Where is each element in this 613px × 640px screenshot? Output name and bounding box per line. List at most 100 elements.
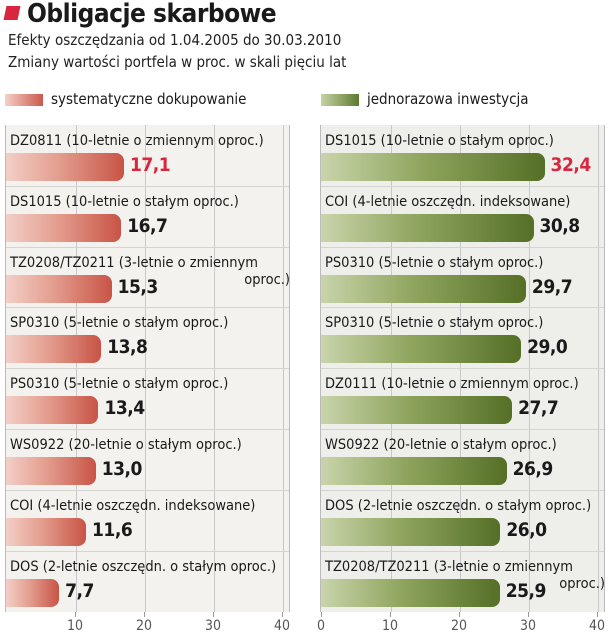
bar-right [321, 457, 507, 485]
category-label: TZ0208/TZ0211 (3-letnie o zmiennym oproc.… [10, 255, 290, 289]
data-label-right: 26,9 [512, 458, 554, 480]
category-label-line: WS0922 (20-letnie o stałym oproc.) [325, 437, 557, 453]
tick-mark-left [282, 612, 283, 617]
row-separator [6, 307, 289, 309]
category-label-line: DS1015 (10-letnie o stałym oproc.) [10, 193, 239, 210]
data-label-left: 11,6 [92, 518, 133, 541]
category-label-line: DOS (2-letnie oszczędn. o stałym oproc.) [10, 558, 277, 575]
bar-left [6, 153, 124, 181]
bar-right [321, 213, 534, 242]
bar-left [6, 457, 96, 485]
data-label-left: 13,8 [107, 336, 148, 359]
legend-label-right: jednorazowa inwestycja [367, 90, 529, 108]
data-label-right: 29,0 [527, 336, 568, 359]
data-label-right: 30,8 [539, 214, 581, 237]
bar-left [6, 396, 99, 425]
tick-mark-right [528, 612, 529, 617]
category-label-line: DS1015 (10-letnie o stałym oproc.) [325, 133, 554, 149]
tick-label-left: 30 [204, 618, 222, 634]
left-chart-panel [5, 125, 290, 612]
tick-label-right: 40 [588, 618, 606, 634]
category-label-line: TZ0208/TZ0211 (3-letnie o zmiennym [10, 254, 258, 271]
category-label-line: COI (4-letnie oszczędn. indeksowane) [325, 193, 571, 210]
bar-left [6, 335, 102, 364]
tick-mark-left [144, 612, 145, 617]
tick-mark-right [459, 612, 460, 617]
row-separator [6, 185, 289, 187]
bar-left [6, 213, 122, 242]
tick-mark-right [390, 612, 391, 617]
tick-label-right: 0 [316, 618, 326, 634]
category-label: PS0310 (5-letnie o stałym oproc.) [10, 376, 228, 393]
category-label: COI (4-letnie oszczędn. indeksowane) [325, 194, 570, 211]
chart-subtitle: Efekty oszczędzania od 1.04.2005 do 30.0… [8, 31, 342, 49]
category-label: SP0310 (5-letnie o stałym oproc.) [10, 315, 228, 332]
category-label: DS1015 (10-letnie o stałym oproc.) [10, 194, 239, 211]
bar-right [321, 517, 501, 546]
category-label-line: COI (4-letnie oszczędn. indeksowane) [10, 497, 256, 514]
chart-title: Obligacje skarbowe [27, 0, 277, 29]
bar-left [6, 517, 87, 546]
row-separator [6, 489, 289, 491]
category-label-line: TZ0208/TZ0211 (3-letnie o zmiennym [325, 558, 573, 575]
row-separator [321, 550, 604, 552]
row-separator [6, 368, 289, 370]
row-separator [6, 550, 289, 552]
category-label: TZ0208/TZ0211 (3-letnie o zmiennym oproc.… [325, 559, 605, 593]
tick-label-left: 20 [135, 618, 153, 634]
data-label-right: 26,0 [506, 518, 547, 541]
data-label-right: 25,9 [505, 579, 547, 602]
data-label-left: 13,4 [104, 397, 145, 420]
tick-label-right: 30 [519, 618, 537, 634]
category-label: WS0922 (20-letnie o stałym oproc.) [325, 437, 557, 454]
category-label: WS0922 (20-letnie o stałym oproc.) [10, 437, 242, 454]
data-label-left: 7,7 [65, 579, 94, 602]
category-label: DZ0111 (10-letnie o zmiennym oproc.) [325, 376, 579, 393]
bar-right [321, 396, 513, 425]
tick-label-right: 10 [381, 618, 399, 634]
tick-mark-left [75, 612, 76, 617]
tick-mark-right [321, 612, 322, 617]
data-label-left: 17,1 [129, 154, 171, 176]
category-label: DOS (2-letnie oszczędn. o stałym oproc.) [10, 559, 276, 576]
category-label: DZ0811 (10-letnie o zmiennym oproc.) [10, 133, 264, 150]
row-separator [321, 246, 604, 248]
row-separator [321, 185, 604, 187]
category-label: DS1015 (10-letnie o stałym oproc.) [325, 133, 554, 150]
category-label-line: SP0310 (5-letnie o stałym oproc.) [10, 315, 229, 332]
bar-right [321, 274, 526, 303]
tick-label-right: 20 [450, 618, 468, 634]
category-label-line: oproc.) [244, 271, 290, 288]
data-label-right: 32,4 [550, 154, 592, 176]
data-label-left: 15,3 [117, 275, 159, 298]
tick-mark-left [213, 612, 214, 617]
bar-left [6, 578, 60, 607]
bar-right [321, 578, 500, 607]
row-separator [321, 307, 604, 309]
category-label: SP0310 (5-letnie o stałym oproc.) [325, 315, 543, 332]
row-separator [6, 429, 289, 430]
row-separator [321, 368, 604, 370]
category-label: PS0310 (5-letnie o stałym oproc.) [325, 255, 543, 272]
row-separator [6, 246, 289, 248]
category-label-line: DZ0811 (10-letnie o zmiennym oproc.) [10, 133, 264, 149]
category-label: DOS (2-letnie oszczędn. o stałym oproc.) [325, 498, 591, 515]
category-label-line: oproc.) [559, 575, 605, 592]
row-separator [321, 429, 604, 430]
category-label-line: PS0310 (5-letnie o stałym oproc.) [325, 254, 544, 271]
data-label-left: 13,0 [101, 458, 143, 480]
legend-swatch-red [5, 94, 43, 106]
category-label-line: PS0310 (5-letnie o stałym oproc.) [10, 376, 229, 393]
legend-swatch-green [321, 94, 359, 106]
data-label-left: 16,7 [127, 214, 168, 237]
legend-label-left: systematyczne dokupowanie [51, 90, 247, 108]
title-marker [3, 6, 21, 20]
category-label-line: SP0310 (5-letnie o stałym oproc.) [325, 315, 544, 332]
data-label-right: 29,7 [531, 275, 573, 298]
tick-mark-right [597, 612, 598, 617]
category-label: COI (4-letnie oszczędn. indeksowane) [10, 498, 255, 515]
category-label-line: WS0922 (20-letnie o stałym oproc.) [10, 437, 242, 453]
tick-label-left: 40 [273, 618, 291, 634]
chart-header: Obligacje skarbowe Efekty oszczędzania o… [0, 0, 613, 90]
bar-right [321, 153, 545, 181]
